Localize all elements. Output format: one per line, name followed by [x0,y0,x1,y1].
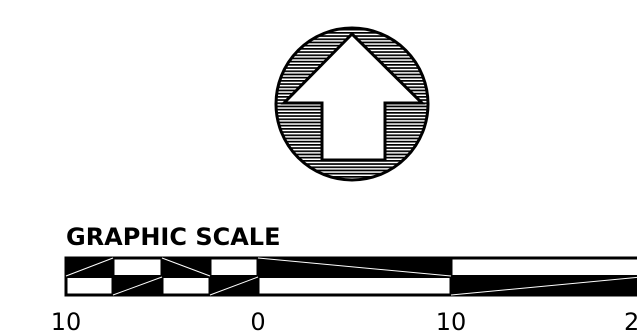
scale-title: GRAPHIC SCALE [66,223,281,251]
north-arrow-icon [274,26,430,182]
tick-label: 10 [436,308,467,332]
scale-tick-labels: 10 0 10 2 [51,308,637,332]
tick-label: 0 [250,308,265,332]
north-arrow-pointer [280,31,426,162]
tick-label: 2 [624,308,637,332]
tick-label: 10 [51,308,82,332]
graphic-scale-bar [64,256,637,297]
